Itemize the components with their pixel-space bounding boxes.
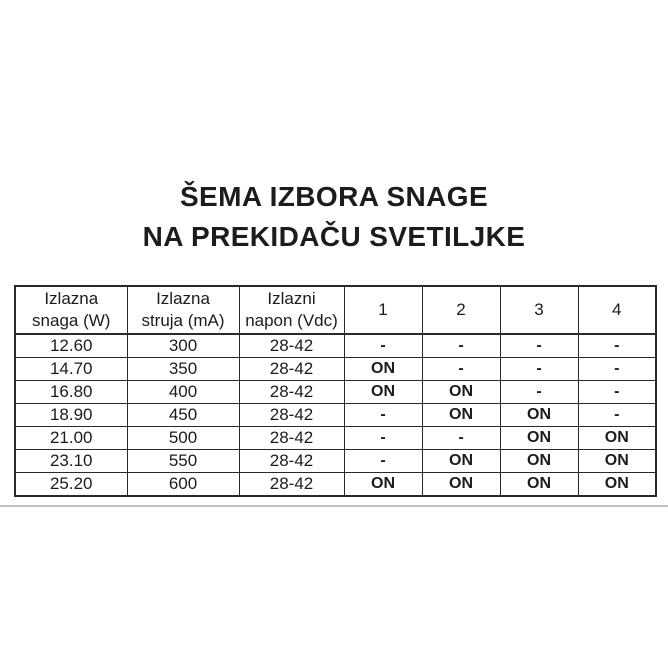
cell-switch-4: - [577, 333, 657, 358]
cell-switch-2: - [421, 357, 501, 381]
cell-struja: 500 [126, 426, 240, 450]
cell-switch-3: ON [499, 472, 579, 497]
cell-struja: 300 [126, 333, 240, 358]
table-row: 21.00 500 28-42 - - ON ON [14, 426, 657, 450]
cell-switch-1: ON [343, 380, 423, 404]
header-izlazna-struja: Izlazna struja (mA) [126, 285, 240, 335]
cell-switch-3: ON [499, 426, 579, 450]
cell-switch-4: ON [577, 472, 657, 497]
cell-switch-4: - [577, 380, 657, 404]
cell-snaga: 18.90 [14, 403, 128, 427]
cell-switch-4: ON [577, 426, 657, 450]
header-switch-1: 1 [343, 285, 423, 335]
cell-switch-3: - [499, 380, 579, 404]
cell-struja: 600 [126, 472, 240, 497]
cell-napon: 28-42 [238, 472, 345, 497]
header-switch-2: 2 [421, 285, 501, 335]
cell-snaga: 14.70 [14, 357, 128, 381]
header-izlazni-napon: Izlazni napon (Vdc) [238, 285, 345, 335]
table-row: 25.20 600 28-42 ON ON ON ON [14, 472, 657, 497]
table-header-row: Izlazna snaga (W) Izlazna struja (mA) Iz… [14, 285, 657, 335]
header-switch-4: 4 [577, 285, 657, 335]
cell-switch-3: - [499, 357, 579, 381]
cell-switch-4: - [577, 357, 657, 381]
cell-switch-2: ON [421, 472, 501, 497]
cell-switch-1: - [343, 426, 423, 450]
cell-napon: 28-42 [238, 380, 345, 404]
cell-switch-1: - [343, 333, 423, 358]
cell-switch-2: ON [421, 403, 501, 427]
cell-switch-1: ON [343, 357, 423, 381]
title-line-1: ŠEMA IZBORA SNAGE [179, 181, 489, 212]
cell-struja: 450 [126, 403, 240, 427]
cell-switch-1: - [343, 449, 423, 473]
cell-switch-3: - [499, 333, 579, 358]
page-bottom-divider [0, 505, 668, 507]
cell-napon: 28-42 [238, 333, 345, 358]
cell-switch-2: - [421, 333, 501, 358]
cell-switch-2: - [421, 426, 501, 450]
cell-switch-1: ON [343, 472, 423, 497]
cell-switch-2: ON [421, 449, 501, 473]
table-row: 16.80 400 28-42 ON ON - - [14, 380, 657, 404]
cell-struja: 350 [126, 357, 240, 381]
cell-switch-4: ON [577, 449, 657, 473]
cell-napon: 28-42 [238, 426, 345, 450]
table-row: 12.60 300 28-42 - - - - [14, 333, 657, 358]
cell-napon: 28-42 [238, 449, 345, 473]
cell-switch-3: ON [499, 403, 579, 427]
cell-snaga: 16.80 [14, 380, 128, 404]
cell-snaga: 25.20 [14, 472, 128, 497]
power-selection-table: Izlazna snaga (W) Izlazna struja (mA) Iz… [14, 285, 657, 497]
cell-snaga: 21.00 [14, 426, 128, 450]
cell-switch-2: ON [421, 380, 501, 404]
cell-snaga: 12.60 [14, 333, 128, 358]
cell-switch-3: ON [499, 449, 579, 473]
title-line-2: NA PREKIDAČU SVETILJKE [142, 221, 526, 252]
cell-snaga: 23.10 [14, 449, 128, 473]
header-izlazna-snaga: Izlazna snaga (W) [14, 285, 128, 335]
header-switch-3: 3 [499, 285, 579, 335]
cell-napon: 28-42 [238, 357, 345, 381]
table-row: 23.10 550 28-42 - ON ON ON [14, 449, 657, 473]
cell-switch-4: - [577, 403, 657, 427]
cell-struja: 400 [126, 380, 240, 404]
cell-napon: 28-42 [238, 403, 345, 427]
page-title: ŠEMA IZBORA SNAGE NA PREKIDAČU SVETILJKE [0, 177, 668, 257]
cell-struja: 550 [126, 449, 240, 473]
table-row: 14.70 350 28-42 ON - - - [14, 357, 657, 381]
cell-switch-1: - [343, 403, 423, 427]
table-row: 18.90 450 28-42 - ON ON - [14, 403, 657, 427]
